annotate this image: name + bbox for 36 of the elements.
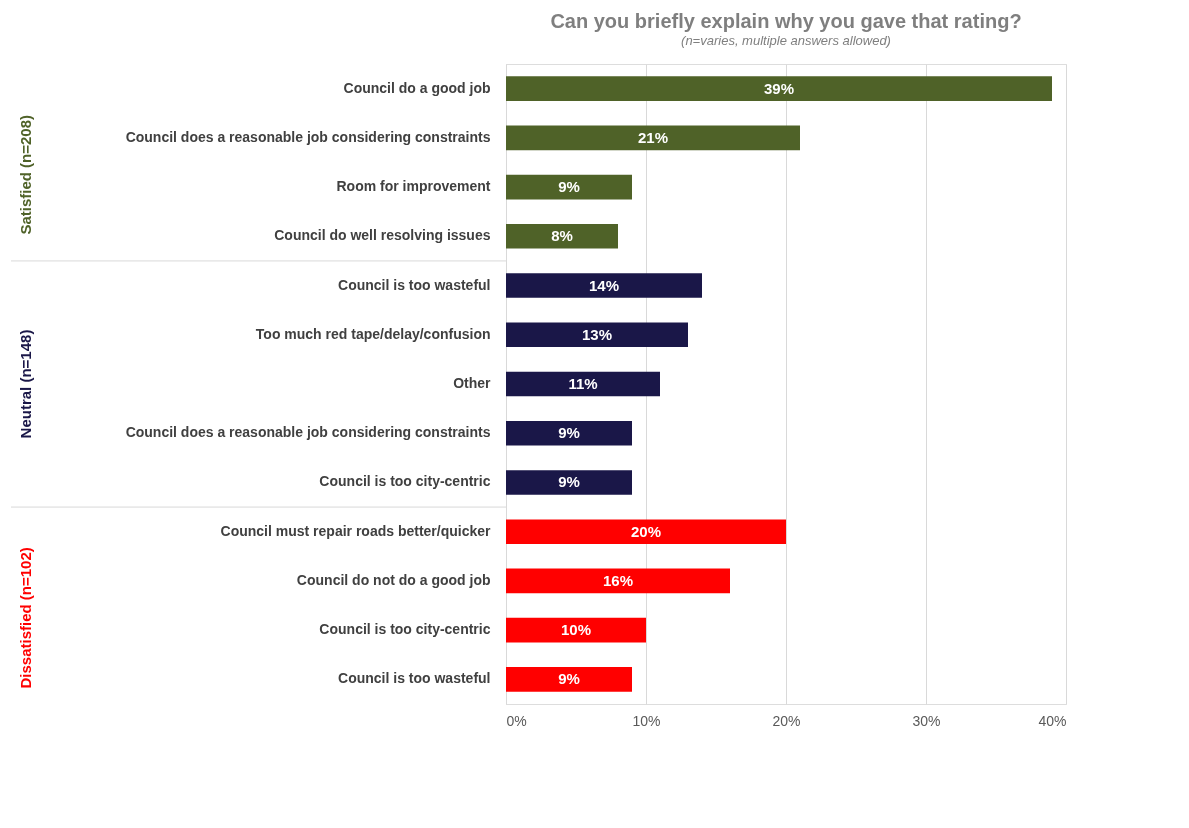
y-tick-label: Council is too wasteful bbox=[338, 670, 491, 687]
chart-title: Can you briefly explain why you gave that rating? bbox=[550, 10, 1022, 32]
data-label: 14% bbox=[588, 276, 620, 294]
y-tick-label: Council do not do a good job bbox=[296, 571, 491, 588]
x-tick-label: 30% bbox=[912, 712, 941, 729]
y-tick-label: Council does a reasonable job considering constraints bbox=[125, 424, 491, 441]
y-tick-label: Other bbox=[453, 375, 492, 391]
data-label: 9% bbox=[558, 473, 580, 491]
y-tick-label: Too much red tape/delay/confusion bbox=[255, 325, 491, 342]
data-label: 10% bbox=[560, 621, 592, 639]
x-tick-label: 20% bbox=[772, 712, 801, 729]
y-tick-label: Room for improvement bbox=[336, 178, 491, 195]
text: Satisfied (n=208) bbox=[17, 114, 34, 235]
data-label: 8% bbox=[551, 227, 573, 245]
data-label: 9% bbox=[558, 424, 580, 442]
data-label: 13% bbox=[581, 325, 613, 343]
x-tick-label: 0% bbox=[506, 712, 527, 729]
chart-subtitle: (n=varies, multiple answers allowed) bbox=[681, 33, 891, 48]
data-label: 11% bbox=[568, 375, 598, 392]
text: Neutral (n=148) bbox=[17, 329, 34, 439]
data-label: 9% bbox=[558, 670, 580, 688]
y-tick-label: Council is too wasteful bbox=[338, 276, 491, 293]
y-tick-label: Council is too city-centric bbox=[319, 621, 491, 638]
y-tick-label: Council do a good job bbox=[343, 79, 491, 96]
data-label: 9% bbox=[558, 178, 580, 196]
y-tick-label: Council must repair roads better/quicker bbox=[220, 522, 492, 539]
x-tick-label: 40% bbox=[1038, 712, 1067, 729]
data-label: 39% bbox=[763, 79, 795, 97]
x-tick-label: 10% bbox=[632, 712, 661, 729]
y-tick-label: Council do well resolving issues bbox=[274, 227, 491, 244]
y-tick-label: Council does a reasonable job considering constraints bbox=[125, 128, 491, 145]
data-label: 21% bbox=[637, 128, 669, 146]
data-label: 16% bbox=[602, 571, 634, 589]
y-tick-label: Council is too city-centric bbox=[319, 473, 491, 490]
text: Dissatisfied (n=102) bbox=[17, 547, 34, 689]
data-label: 20% bbox=[630, 522, 662, 540]
